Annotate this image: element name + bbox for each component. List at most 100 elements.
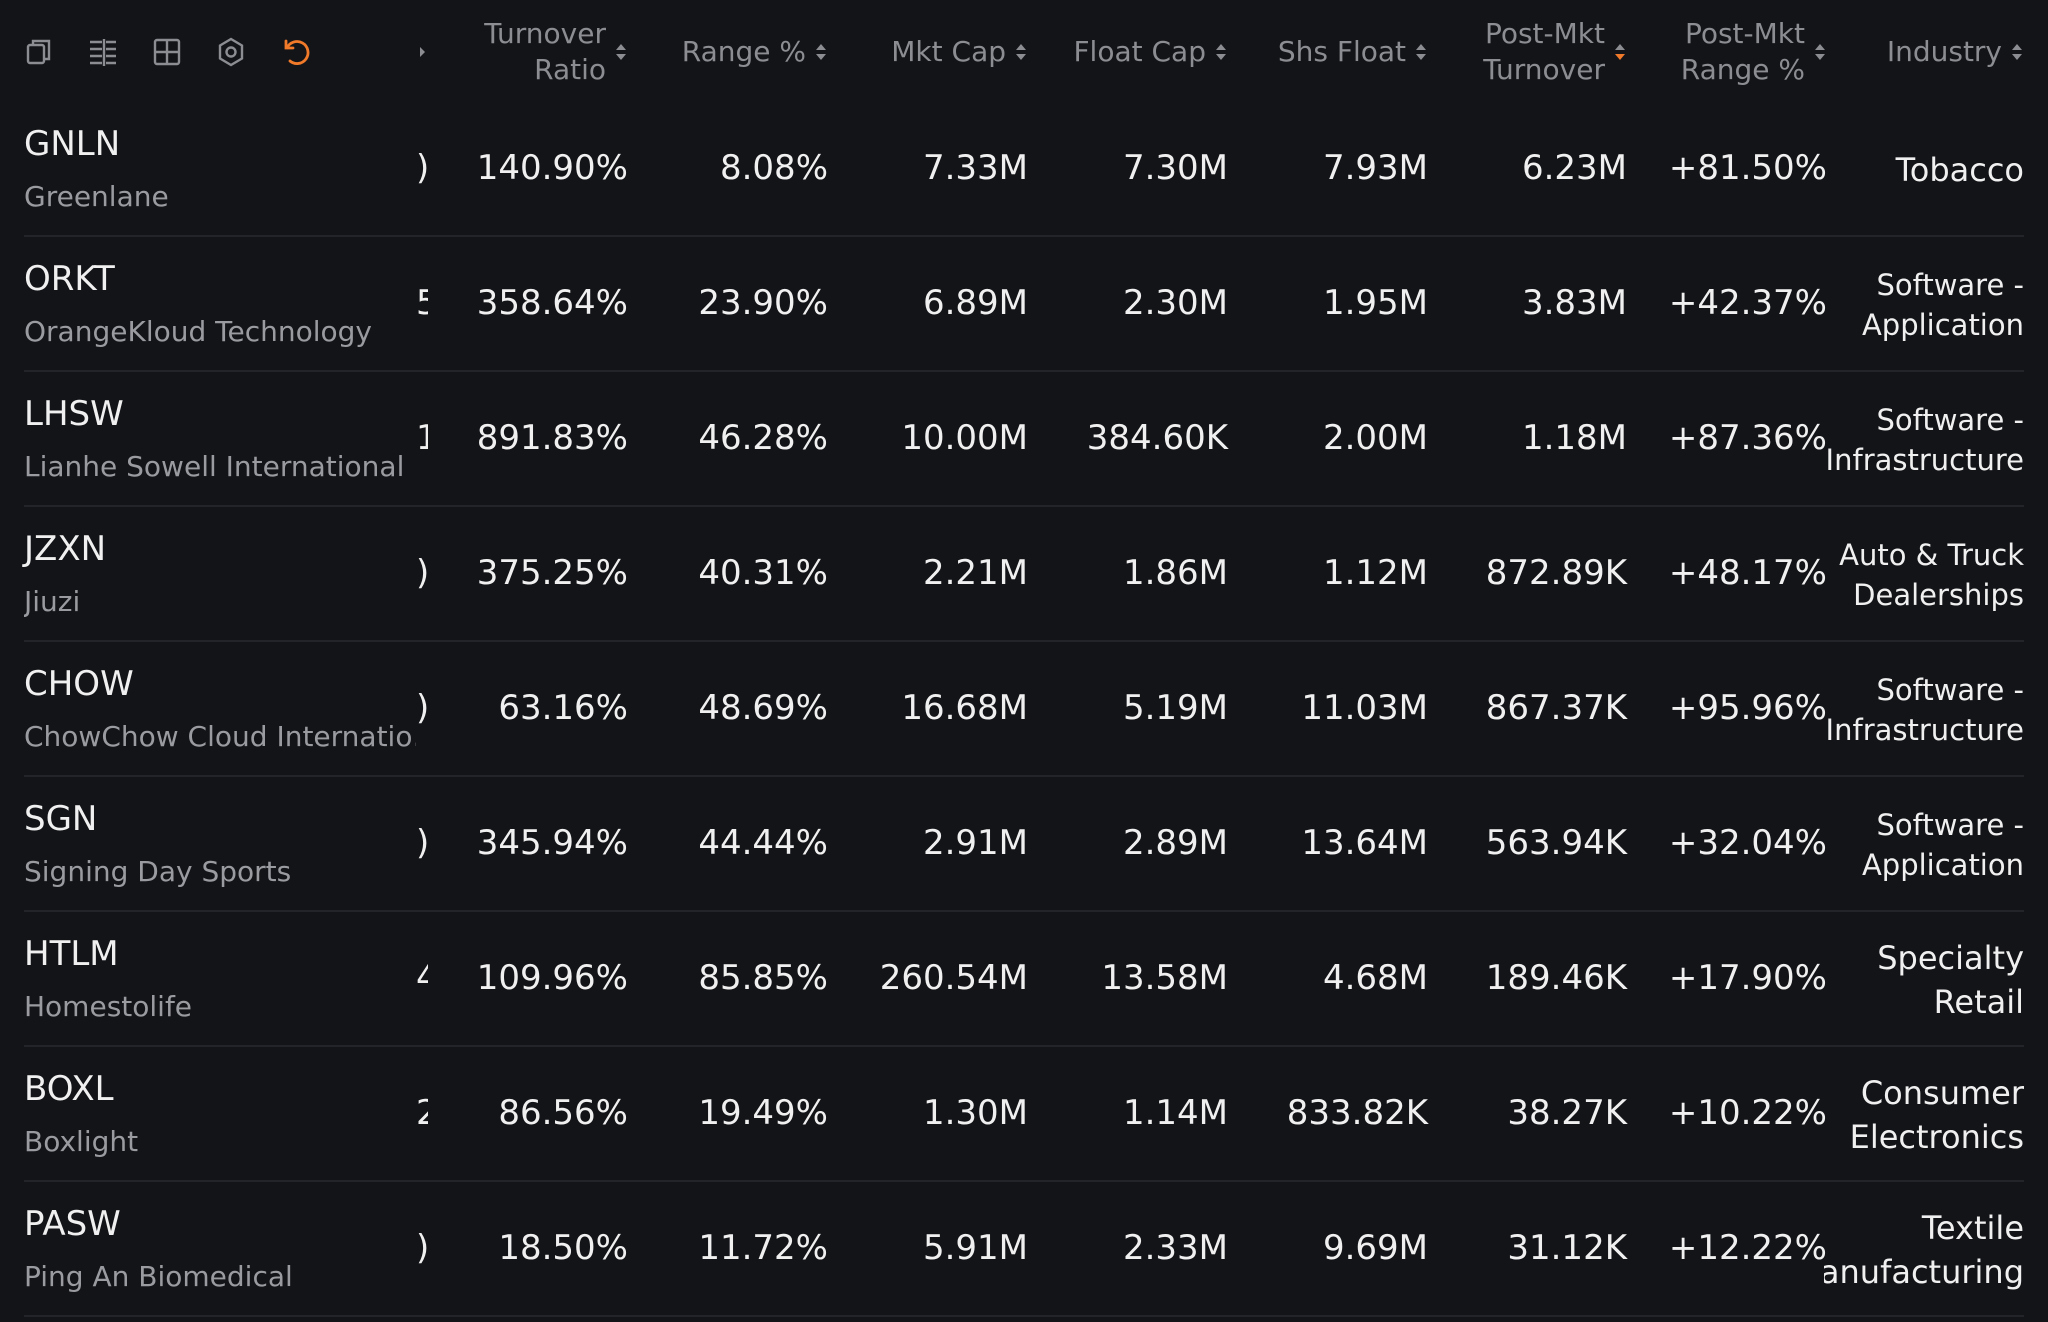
cell-value: 260.54M <box>879 958 1028 998</box>
company-name: Jiuzi <box>24 585 81 618</box>
cell-value: 9.69M <box>1322 1228 1428 1268</box>
cell-value: 1.95M <box>1322 283 1428 323</box>
column-header[interactable]: Turnover Ratio <box>428 0 628 104</box>
ticker: BOXL <box>24 1069 114 1109</box>
cell-value: 31.12K <box>1507 1228 1627 1268</box>
cell-value: 833.82K <box>1286 1093 1428 1133</box>
column-header[interactable]: Range % <box>628 0 828 104</box>
row-divider <box>24 370 2024 372</box>
company-name: ChowChow Cloud Internatio… <box>24 720 416 753</box>
sort-arrows[interactable] <box>1014 41 1028 63</box>
cell-value: 1.18M <box>1521 418 1627 458</box>
sort-arrows[interactable] <box>1214 41 1228 63</box>
industry: Textile Manufacturing <box>1824 1208 2024 1291</box>
cell-value: +17.90% <box>1668 958 1827 998</box>
cell-value: 5.91M <box>922 1228 1028 1268</box>
reset-icon[interactable] <box>279 36 311 68</box>
column-header[interactable]: Shs Float <box>1228 0 1428 104</box>
ticker: LHSW <box>24 394 124 434</box>
header-label: Industry <box>1886 35 2002 68</box>
stock-row[interactable]: ORKT OrangeKloud Technology 5 358.64% 23.90%… <box>0 237 2048 372</box>
column-header[interactable]: Mkt Cap <box>828 0 1028 104</box>
copy-icon[interactable] <box>23 36 55 68</box>
stock-row[interactable]: SGN Signing Day Sports) 345.94% 44.44% 2.91M… <box>0 777 2048 912</box>
stock-row[interactable]: JZXN Jiuzi) 375.25% 40.31% 2.21M 1.86M 1.12M 87… <box>0 507 2048 642</box>
company-name: Boxlight <box>24 1125 139 1158</box>
header-label: Shs Float <box>1277 35 1406 68</box>
cell-value: 1.14M <box>1122 1093 1228 1133</box>
stock-row[interactable]: PASW Ping An Biomedical) 18.50% 11.72% 5.91M… <box>0 1182 2048 1317</box>
row-divider <box>24 1180 2024 1182</box>
industry: Auto & Truck Dealerships <box>1839 537 2024 612</box>
stock-row[interactable]: HTLM Homestolife 4 109.96% 85.85% 260.54M 13.5… <box>0 912 2048 1047</box>
stock-row[interactable]: GNLN Greenlane) 140.90% 8.08% 7.33M 7.30M 7.93… <box>0 102 2048 237</box>
company-name: Greenlane <box>24 180 169 213</box>
cell-value: +87.36% <box>1668 418 1827 458</box>
cell-value: 1.86M <box>1122 553 1228 593</box>
stock-row[interactable]: BOXL Boxlight 2 86.56% 19.49% 1.30M 1.14M 833.8… <box>0 1047 2048 1182</box>
clipped-cell: 1 <box>416 418 428 458</box>
cell-value: 4.68M <box>1322 958 1428 998</box>
cell-value: 18.50% <box>498 1228 628 1268</box>
clipped-cell: ) <box>416 1228 428 1268</box>
row-divider <box>24 1045 2024 1047</box>
stock-row[interactable]: LHSW Lianhe Sowell International 1 891.83% 4… <box>0 372 2048 507</box>
sort-arrows[interactable] <box>814 41 828 63</box>
stock-row[interactable]: CHOW ChowChow Cloud Internatio…) 63.16% 48.… <box>0 642 2048 777</box>
column-header[interactable]: Industry <box>1824 0 2024 104</box>
cell-value: 2.00M <box>1322 418 1428 458</box>
cell-value: 345.94% <box>476 823 628 863</box>
clipped-cell: 2 <box>416 1093 428 1133</box>
cell-value: 63.16% <box>498 688 628 728</box>
company-name: Signing Day Sports <box>24 855 292 888</box>
company-name: Ping An Biomedical <box>24 1260 293 1293</box>
header-label: Post-Mkt Turnover <box>1483 17 1605 86</box>
cell-value: 109.96% <box>476 958 628 998</box>
cell-value: 2.30M <box>1122 283 1228 323</box>
cell-value: +48.17% <box>1668 553 1827 593</box>
cell-value: +95.96% <box>1668 688 1827 728</box>
cell-value: 384.60K <box>1086 418 1228 458</box>
sort-arrows[interactable] <box>1613 41 1627 63</box>
row-divider <box>24 505 2024 507</box>
cell-value: 7.30M <box>1122 148 1228 188</box>
sort-arrows[interactable] <box>1813 41 1827 63</box>
columns-icon[interactable] <box>87 36 119 68</box>
cell-value: 8.08% <box>719 148 828 188</box>
ticker: GNLN <box>24 124 121 164</box>
header-label: Mkt Cap <box>891 35 1006 68</box>
sort-arrows[interactable] <box>614 41 628 63</box>
column-header[interactable]: Post-Mkt Range % <box>1627 0 1827 104</box>
cell-value: 5.19M <box>1122 688 1228 728</box>
cell-value: +42.37% <box>1668 283 1827 323</box>
sort-arrows[interactable] <box>2010 41 2024 63</box>
header-label: Float Cap <box>1073 35 1206 68</box>
cell-value: 6.89M <box>922 283 1028 323</box>
cell-value: 38.27K <box>1507 1093 1627 1133</box>
row-divider <box>24 1315 2024 1317</box>
company-name: Lianhe Sowell International <box>24 450 405 483</box>
cell-value: 7.33M <box>922 148 1028 188</box>
clipped-cell: ) <box>416 148 428 188</box>
cell-value: 16.68M <box>901 688 1028 728</box>
cell-value: +81.50% <box>1668 148 1827 188</box>
ticker: PASW <box>24 1204 121 1244</box>
cell-value: 48.69% <box>698 688 828 728</box>
industry: Software - Application <box>1861 807 2024 882</box>
cell-value: 46.28% <box>698 418 828 458</box>
industry: Software - Infrastructure <box>1825 402 2024 477</box>
sort-arrows[interactable] <box>1414 41 1428 63</box>
column-header[interactable]: Post-Mkt Turnover <box>1427 0 1627 104</box>
header-label: Range % <box>681 35 806 68</box>
cell-value: 563.94K <box>1485 823 1627 863</box>
industry: Consumer Electronics <box>1849 1073 2024 1156</box>
column-header[interactable]: Float Cap <box>1028 0 1228 104</box>
cell-value: 3.83M <box>1521 283 1627 323</box>
clipped-cell: ) <box>416 688 428 728</box>
grid-icon[interactable] <box>151 36 183 68</box>
row-divider <box>24 775 2024 777</box>
settings-icon[interactable] <box>215 36 247 68</box>
ticker: SGN <box>24 799 98 839</box>
cell-value: 6.23M <box>1521 148 1627 188</box>
cell-value: +12.22% <box>1668 1228 1827 1268</box>
